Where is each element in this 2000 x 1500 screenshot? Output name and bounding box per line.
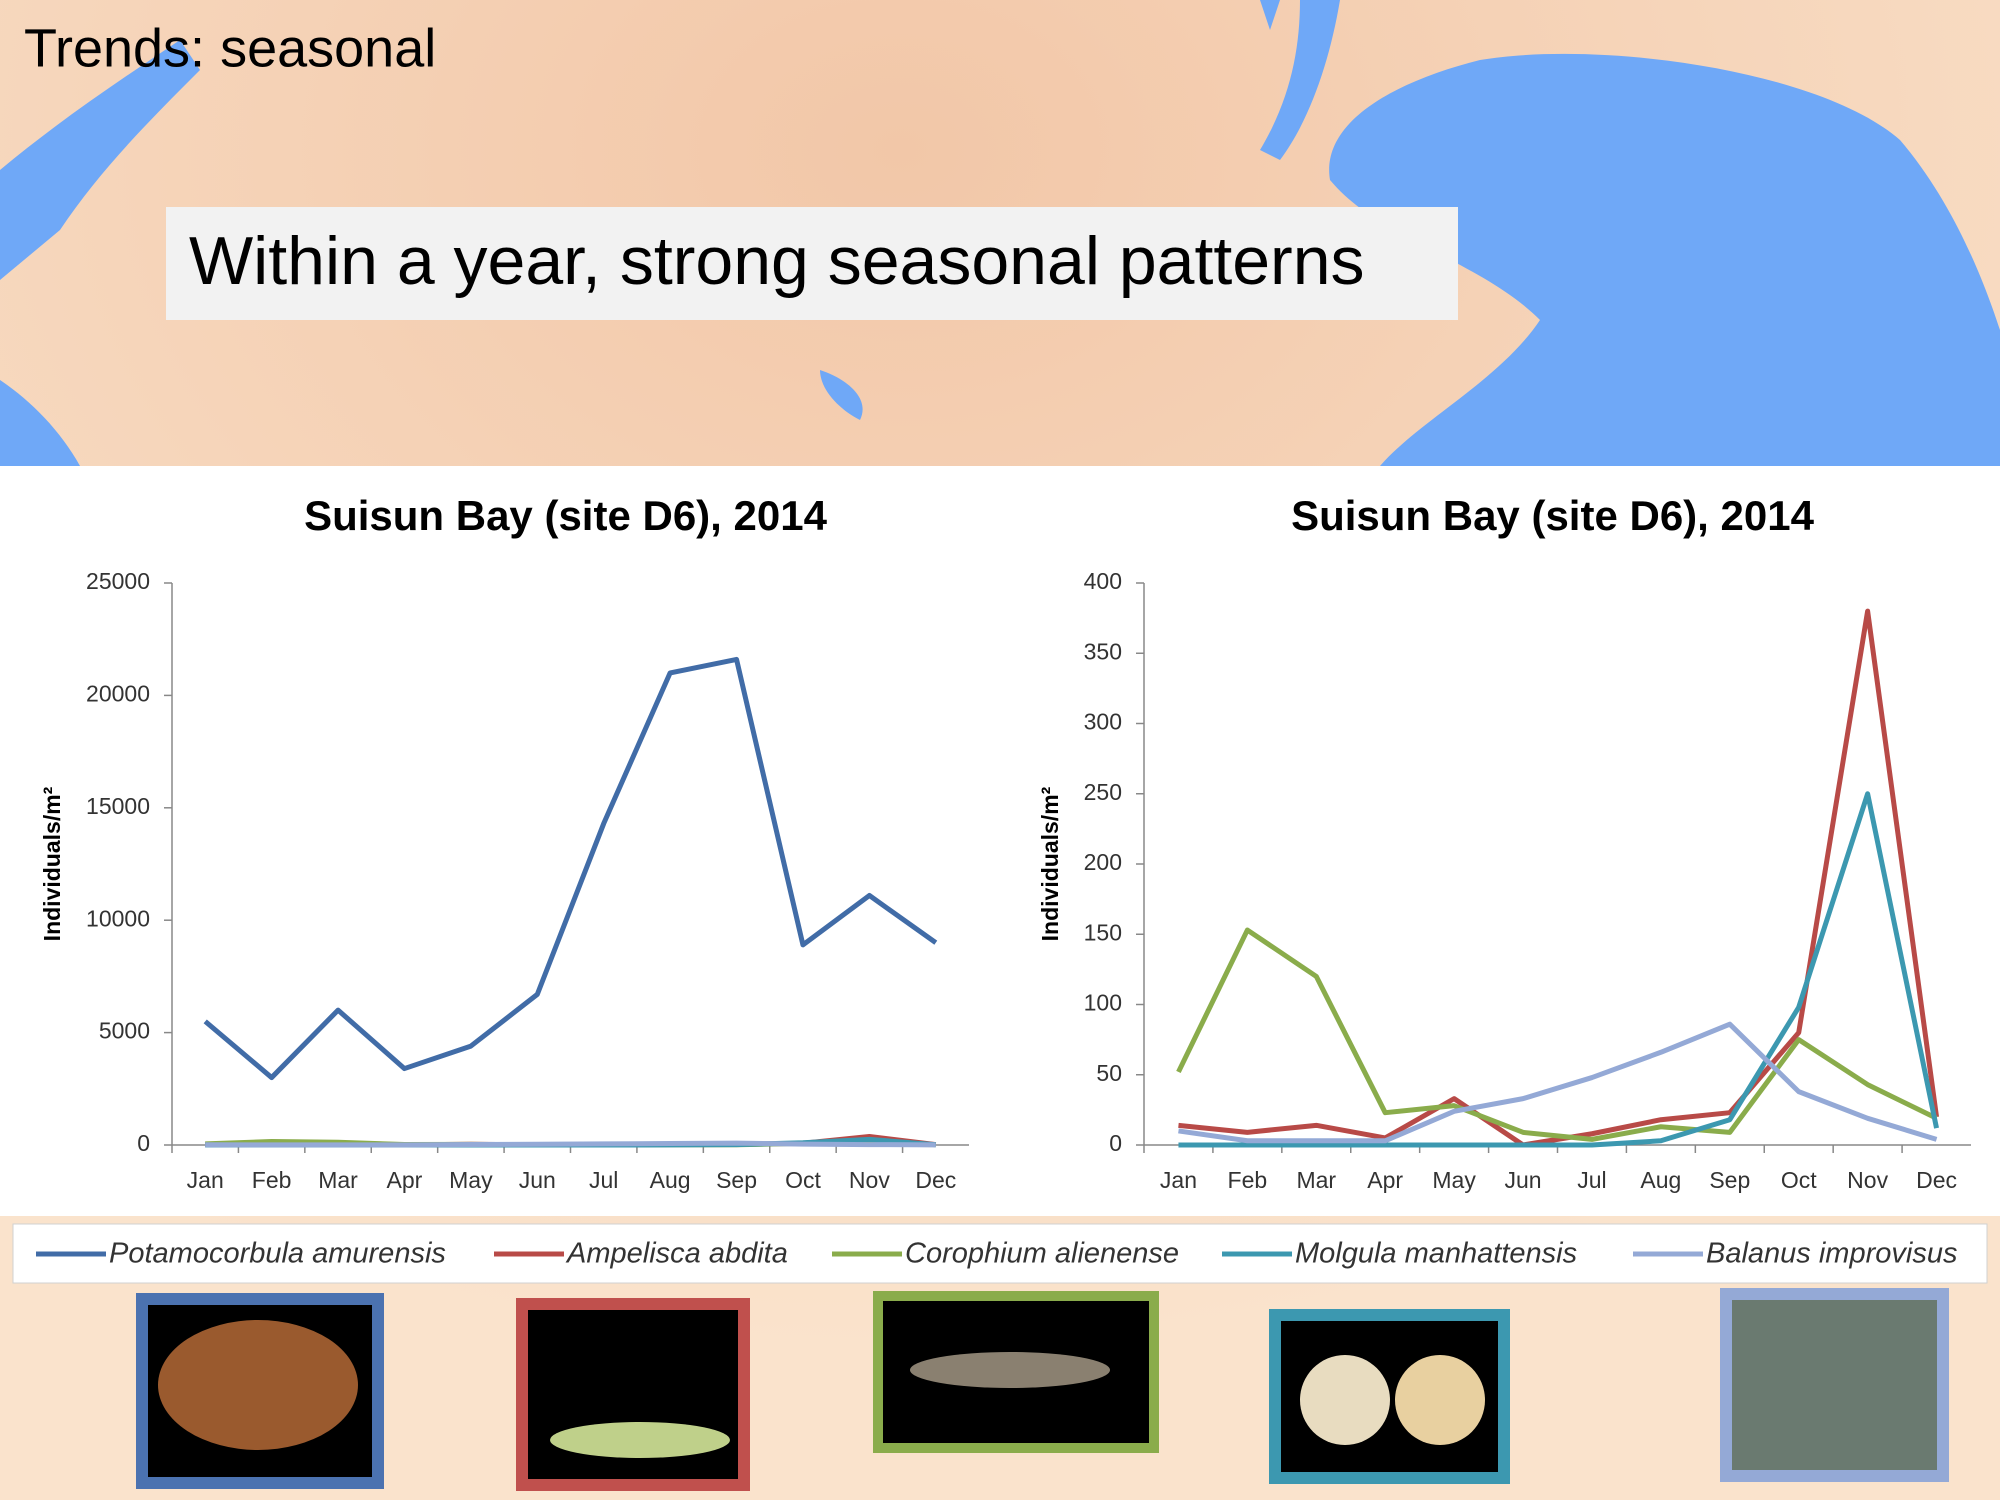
y-tick-label: 0 <box>1109 1130 1122 1156</box>
corophium <box>910 1352 1110 1388</box>
x-tick-label: Aug <box>650 1167 691 1193</box>
y-tick-label: 25000 <box>86 568 150 594</box>
y-tick-label: 100 <box>1084 990 1122 1016</box>
x-tick-label: Jan <box>1160 1167 1197 1193</box>
x-tick-label: Jul <box>1577 1167 1606 1193</box>
y-tick-label: 350 <box>1084 638 1122 664</box>
molgula-2 <box>1395 1355 1485 1445</box>
map-water <box>0 0 2000 466</box>
y-tick-label: 0 <box>137 1130 150 1156</box>
headline-box <box>166 207 1458 320</box>
x-tick-label: Jul <box>589 1167 618 1193</box>
chart-title: Suisun Bay (site D6), 2014 <box>304 492 828 539</box>
x-tick-label: May <box>1432 1167 1476 1193</box>
species-photos <box>136 1288 1949 1491</box>
x-tick-label: Sep <box>716 1167 757 1193</box>
x-tick-label: Apr <box>387 1167 423 1193</box>
legend-label: Ampelisca abdita <box>565 1238 788 1270</box>
x-tick-label: Apr <box>1367 1167 1403 1193</box>
y-axis-label: Individuals/m² <box>1037 786 1063 941</box>
series-line <box>1178 608 1940 1148</box>
chart-title: Suisun Bay (site D6), 2014 <box>1291 492 1815 539</box>
y-tick-label: 400 <box>1084 568 1122 594</box>
y-tick-label: 150 <box>1084 919 1122 945</box>
x-tick-label: Mar <box>1296 1167 1336 1193</box>
photo-balanus <box>1720 1288 1949 1482</box>
x-tick-label: Jun <box>1504 1167 1541 1193</box>
clam <box>158 1320 358 1450</box>
y-tick-label: 300 <box>1084 709 1122 735</box>
y-tick-label: 200 <box>1084 849 1122 875</box>
x-tick-label: Jan <box>187 1167 224 1193</box>
y-tick-label: 20000 <box>86 680 150 706</box>
y-tick-label: 5000 <box>99 1018 150 1044</box>
series-line <box>203 656 938 1081</box>
y-tick-label: 250 <box>1084 779 1122 805</box>
legend-label: Molgula manhattensis <box>1295 1238 1577 1270</box>
legend-label: Balanus improvisus <box>1706 1238 1957 1270</box>
y-tick-label: 15000 <box>86 793 150 819</box>
x-tick-label: Feb <box>252 1167 292 1193</box>
x-tick-label: Aug <box>1640 1167 1681 1193</box>
legend-entries: Potamocorbula amurensis Ampelisca abdita C… <box>36 1238 1957 1270</box>
x-tick-label: Mar <box>318 1167 358 1193</box>
x-tick-label: Oct <box>1781 1167 1817 1193</box>
series-line <box>1178 791 1939 1148</box>
series-line <box>205 1140 936 1148</box>
x-tick-label: May <box>449 1167 493 1193</box>
chart-panel <box>0 466 2000 1216</box>
slide-title: Trends: seasonal <box>24 18 436 78</box>
y-tick-label: 10000 <box>86 905 150 931</box>
y-axis-label: Individuals/m² <box>39 786 65 941</box>
x-tick-label: Nov <box>1847 1167 1888 1193</box>
amphipod <box>550 1422 730 1458</box>
x-tick-label: Dec <box>915 1167 956 1193</box>
charts: Suisun Bay (site D6), 2014 Individuals/m²… <box>39 492 1971 1193</box>
x-tick-label: Sep <box>1709 1167 1750 1193</box>
series-line <box>1178 1021 1938 1144</box>
headline: Within a year, strong seasonal patterns <box>189 223 1365 299</box>
legend-label: Corophium alienense <box>905 1238 1179 1270</box>
x-tick-label: Jun <box>519 1167 556 1193</box>
y-tick-label: 50 <box>1096 1060 1122 1086</box>
legend-label: Potamocorbula amurensis <box>109 1238 446 1270</box>
x-tick-label: Oct <box>785 1167 821 1193</box>
x-tick-label: Nov <box>849 1167 890 1193</box>
x-tick-label: Dec <box>1916 1167 1957 1193</box>
x-tick-label: Feb <box>1228 1167 1268 1193</box>
molgula-1 <box>1300 1355 1390 1445</box>
series-line <box>1176 927 1938 1142</box>
